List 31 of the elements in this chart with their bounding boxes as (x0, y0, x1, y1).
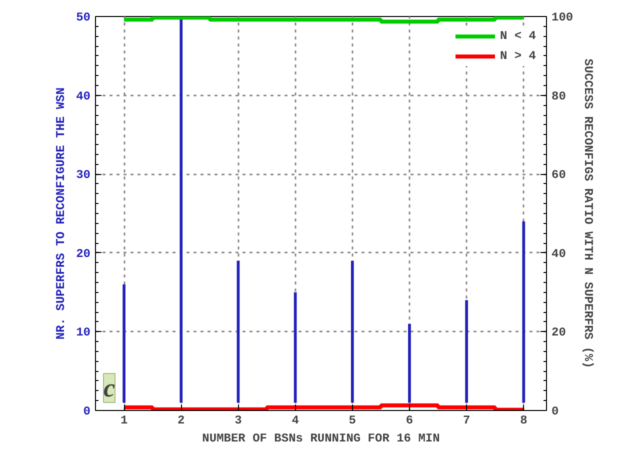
y2-tick-label: 60 (552, 168, 566, 182)
y2-tick-label: 0 (552, 404, 559, 418)
legend-label: N > 4 (500, 49, 536, 63)
x-tick-label: 4 (292, 414, 299, 428)
y-tick-label: 50 (76, 10, 91, 24)
x-tick-label: 5 (348, 414, 356, 428)
bar (408, 324, 411, 403)
x-tick-label: 7 (462, 414, 470, 428)
x-tick-label: 2 (178, 414, 185, 428)
y-tick-label: 20 (76, 246, 91, 261)
y-tick-label: 40 (76, 89, 91, 104)
y-tick-label: 10 (76, 326, 91, 340)
x-tick-label: 3 (234, 414, 242, 428)
y-axis-title: NR. SUPERFRS TO RECONFIGURE THE WSN (54, 87, 68, 340)
annotation: c (104, 374, 116, 402)
y2-tick-label: 100 (552, 10, 574, 24)
legend-label: N < 4 (500, 29, 536, 43)
x-tick-label: 8 (520, 414, 528, 428)
x-axis-title: NUMBER OF BSNs RUNNING FOR 16 MIN (202, 432, 440, 446)
bar (522, 221, 526, 403)
bar (122, 284, 126, 403)
y2-tick-label: 40 (552, 246, 566, 261)
bar (350, 260, 354, 403)
bar (465, 300, 468, 403)
x-tick-label: 6 (406, 414, 414, 428)
y2-axis-title: SUCCESS RECONFIGS RATIO WITH N SUPERFRS (%) (581, 58, 596, 368)
y-tick-label: 30 (76, 168, 91, 182)
y2-tick-label: 20 (552, 326, 566, 340)
y-tick-label: 0 (83, 404, 90, 418)
x-tick-label: 1 (120, 414, 128, 428)
y2-tick-label: 80 (552, 89, 566, 104)
